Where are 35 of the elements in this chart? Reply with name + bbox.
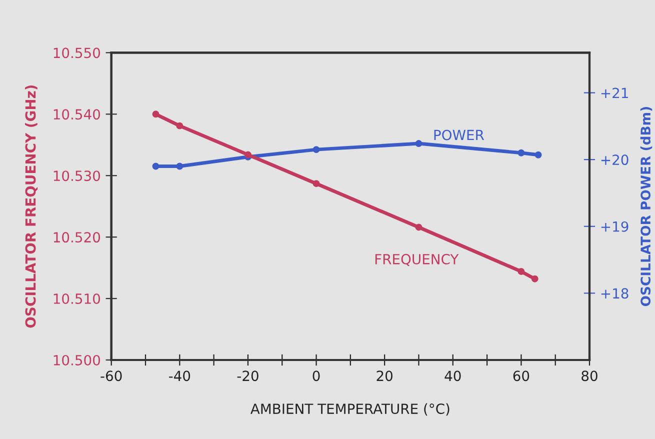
point	[312, 180, 320, 188]
point	[415, 224, 422, 231]
y2-tick-label: +19	[601, 221, 628, 232]
y2-axis-title: OSCILLATOR POWER (dBm)	[640, 107, 652, 306]
y-tick-label: 10.530	[54, 170, 100, 182]
point	[176, 122, 184, 130]
x-axis-title: AMBIENT TEMPERATURE (°C)	[250, 403, 450, 416]
x-tick-label: 20	[376, 370, 392, 382]
point	[152, 162, 160, 170]
y-axis-title: OSCILLATOR FREQUENCY (GHz)	[25, 85, 38, 328]
y2-tick-label: +21	[601, 88, 628, 98]
x-tick-label: 80	[582, 370, 598, 382]
series-label: POWER	[434, 130, 484, 140]
point	[534, 151, 542, 158]
series-label: FREQUENCY	[375, 254, 459, 266]
point	[531, 275, 538, 282]
x-tick-label: 40	[444, 370, 461, 382]
y-tick-label: 10.510	[54, 293, 100, 304]
x-tick-label: -20	[237, 370, 258, 382]
point	[518, 149, 525, 156]
y-tick-label: 10.500	[54, 354, 100, 366]
point	[152, 110, 160, 118]
x-tick-label: 0	[312, 370, 320, 382]
point	[312, 146, 320, 154]
x-tick-label: -60	[100, 370, 122, 382]
x-tick-label: -40	[168, 370, 190, 382]
y2-tick-label: +20	[601, 154, 628, 166]
point	[176, 162, 184, 170]
y-tick-label: 10.550	[54, 48, 100, 58]
point	[415, 140, 422, 148]
y2-tick-label: +18	[601, 288, 628, 299]
point	[518, 268, 525, 275]
x-tick-label: 60	[513, 370, 530, 382]
y-tick-label: 10.540	[54, 109, 100, 120]
y-tick-label: 10.520	[54, 232, 100, 243]
